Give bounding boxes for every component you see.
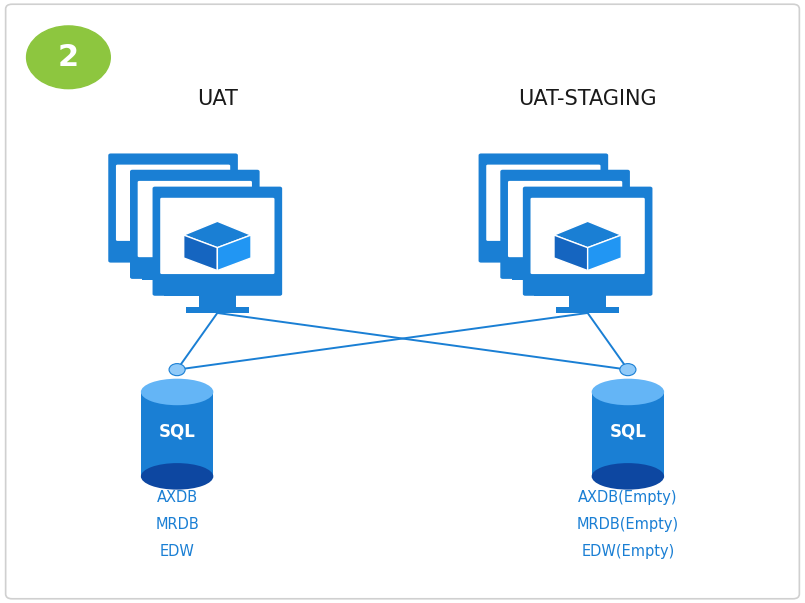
Text: AXDB: AXDB [156, 490, 198, 505]
Text: MRDB: MRDB [155, 517, 199, 532]
Text: 2: 2 [58, 43, 79, 72]
FancyBboxPatch shape [478, 153, 609, 263]
FancyBboxPatch shape [525, 260, 562, 274]
Circle shape [169, 364, 185, 376]
Text: MRDB(Empty): MRDB(Empty) [577, 517, 679, 532]
FancyBboxPatch shape [547, 277, 584, 290]
FancyBboxPatch shape [569, 294, 606, 307]
Text: SQL: SQL [159, 422, 196, 440]
FancyBboxPatch shape [130, 170, 260, 279]
FancyBboxPatch shape [512, 274, 575, 280]
FancyBboxPatch shape [108, 153, 238, 263]
FancyBboxPatch shape [530, 198, 645, 274]
Text: EDW(Empty): EDW(Empty) [581, 545, 675, 559]
FancyBboxPatch shape [199, 294, 236, 307]
FancyBboxPatch shape [500, 170, 630, 279]
FancyBboxPatch shape [6, 4, 799, 599]
Circle shape [27, 26, 110, 89]
FancyBboxPatch shape [556, 307, 619, 313]
Ellipse shape [141, 463, 213, 490]
Ellipse shape [592, 463, 664, 490]
Circle shape [620, 364, 636, 376]
Polygon shape [184, 235, 217, 271]
Ellipse shape [592, 379, 664, 405]
FancyBboxPatch shape [186, 307, 249, 313]
FancyBboxPatch shape [141, 392, 213, 476]
Text: EDW: EDW [159, 545, 195, 559]
Text: UAT: UAT [197, 89, 237, 110]
Polygon shape [554, 235, 588, 271]
FancyBboxPatch shape [155, 260, 192, 274]
Polygon shape [588, 235, 621, 271]
FancyBboxPatch shape [486, 165, 601, 241]
FancyBboxPatch shape [523, 187, 652, 296]
Polygon shape [184, 221, 251, 248]
FancyBboxPatch shape [116, 165, 230, 241]
FancyBboxPatch shape [534, 290, 597, 296]
Text: SQL: SQL [609, 422, 646, 440]
FancyBboxPatch shape [138, 181, 252, 257]
Text: AXDB(Empty): AXDB(Empty) [578, 490, 678, 505]
Polygon shape [554, 221, 621, 248]
FancyBboxPatch shape [153, 187, 283, 296]
Text: UAT-STAGING: UAT-STAGING [518, 89, 657, 110]
FancyBboxPatch shape [142, 274, 204, 280]
FancyBboxPatch shape [163, 290, 226, 296]
Ellipse shape [141, 379, 213, 405]
FancyBboxPatch shape [592, 392, 664, 476]
FancyBboxPatch shape [508, 181, 622, 257]
FancyBboxPatch shape [176, 277, 213, 290]
Polygon shape [217, 235, 251, 271]
FancyBboxPatch shape [160, 198, 275, 274]
